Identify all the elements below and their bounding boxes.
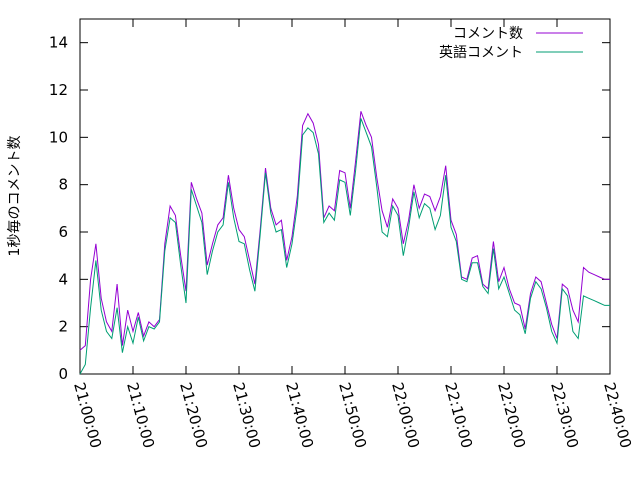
y-tick-label: 0	[58, 365, 68, 383]
legend-label-1: コメント数	[453, 26, 523, 42]
y-tick-label: 10	[49, 128, 68, 146]
y-axis-ticks: 0 2 4 6 8 10 12 14	[49, 34, 610, 383]
series-line-1	[79, 111, 610, 351]
series-lines	[79, 111, 610, 375]
series-line-2	[79, 118, 610, 375]
x-tick-label: 22:30:00	[547, 380, 582, 450]
x-tick-label: 21:00:00	[70, 380, 105, 450]
y-tick-label: 8	[58, 176, 68, 194]
y-tick-label: 6	[58, 223, 68, 241]
x-tick-label: 22:00:00	[388, 380, 423, 450]
x-tick-label: 21:10:00	[123, 380, 158, 450]
x-axis-ticks: 21:00:00 21:10:00 21:20:00 21:30:00 21:40:00…	[70, 19, 635, 450]
x-tick-label: 22:20:00	[494, 380, 529, 450]
y-tick-label: 2	[58, 318, 68, 336]
y-tick-label: 14	[49, 34, 68, 52]
y-axis-label: 1秒毎のコメント数	[7, 136, 23, 257]
x-tick-label: 21:30:00	[229, 380, 264, 450]
x-tick-label: 21:50:00	[335, 380, 370, 450]
y-tick-label: 12	[49, 81, 68, 99]
y-tick-label: 4	[58, 270, 68, 288]
x-tick-label: 21:20:00	[176, 380, 211, 450]
x-tick-label: 22:40:00	[600, 380, 635, 450]
x-tick-label: 22:10:00	[441, 380, 476, 450]
x-tick-label: 21:40:00	[282, 380, 317, 450]
legend-label-2: 英語コメント	[439, 44, 523, 61]
